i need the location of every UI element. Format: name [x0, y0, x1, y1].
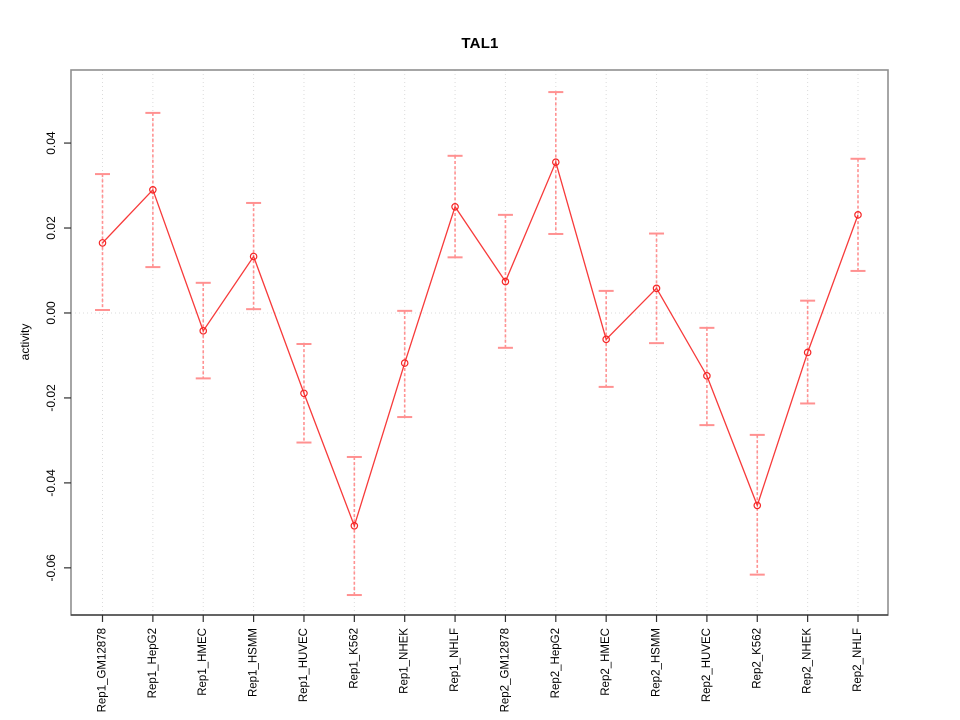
data-point	[451, 202, 459, 211]
data-point	[652, 284, 661, 293]
data-point	[300, 389, 308, 398]
x-tick-label: Rep1_HSMM	[248, 628, 260, 697]
x-tick-label: Rep1_K562	[348, 628, 360, 689]
x-tick-label: Rep1_NHEK	[399, 628, 411, 694]
x-tick-label: Rep2_NHEK	[802, 628, 814, 694]
data-point	[98, 239, 107, 247]
x-tick-label: Rep2_HepG2	[550, 628, 562, 698]
x-tick-label: Rep1_NHLF	[449, 628, 461, 692]
y-tick-label: -0.04	[44, 469, 58, 497]
data-point	[350, 521, 359, 530]
y-tick-label: -0.06	[44, 554, 58, 582]
plot-border	[70, 69, 889, 616]
x-tick-label: Rep1_GM12878	[97, 628, 109, 712]
y-tick-label: -0.02	[44, 384, 58, 412]
x-tick-label: Rep2_HSMM	[651, 628, 663, 697]
y-tick-label: 0.02	[44, 216, 58, 240]
x-tick-label: Rep2_K562	[751, 628, 763, 689]
data-point	[551, 158, 560, 166]
x-tick-label: Rep2_HMEC	[600, 628, 612, 696]
x-tick-label: Rep2_HUVEC	[701, 628, 713, 702]
y-tick-label: 0.00	[44, 301, 58, 325]
chart-title: TAL1	[461, 35, 499, 52]
x-tick-label: Rep1_HMEC	[197, 628, 209, 696]
data-point	[400, 359, 409, 367]
data-point	[501, 277, 510, 286]
x-tick-label: Rep1_HepG2	[147, 628, 159, 698]
data-point	[753, 501, 762, 510]
data-point	[249, 252, 258, 261]
data-line	[102, 160, 859, 528]
x-tick-label: Rep2_NHLF	[852, 628, 864, 692]
data-point	[199, 327, 208, 335]
data-point	[854, 211, 862, 219]
x-tick-label: Rep2_GM12878	[499, 628, 511, 712]
data-point	[602, 335, 610, 344]
x-tick-label: Rep1_HUVEC	[298, 628, 310, 702]
data-point	[703, 372, 711, 380]
y-tick-label: 0.04	[44, 131, 58, 155]
data-point	[149, 185, 157, 194]
data-point	[803, 348, 812, 357]
